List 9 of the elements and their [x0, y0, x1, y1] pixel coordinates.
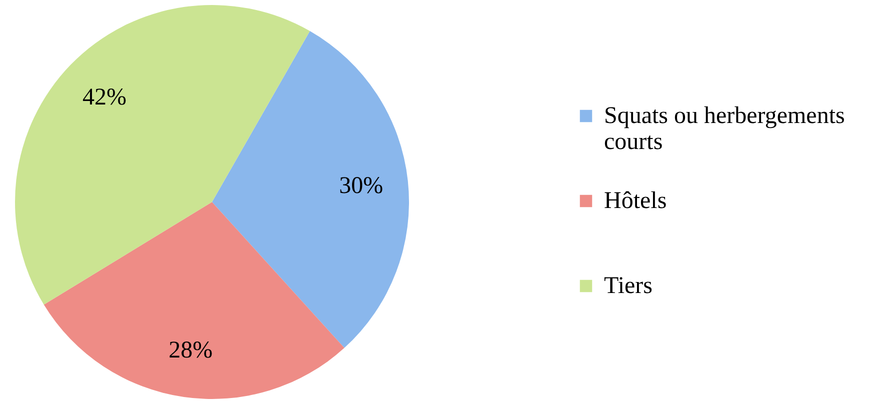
data-label: 28% [168, 337, 213, 364]
legend-label: Tiers [604, 273, 652, 299]
legend-label: Hôtels [604, 188, 667, 214]
pie-slice [15, 5, 310, 305]
pie-slice [44, 202, 344, 399]
pie-slice [212, 31, 409, 348]
legend-label: Squats ou herbergements courts [604, 103, 845, 155]
data-label: 42% [82, 84, 126, 110]
data-label: 30% [339, 172, 384, 199]
